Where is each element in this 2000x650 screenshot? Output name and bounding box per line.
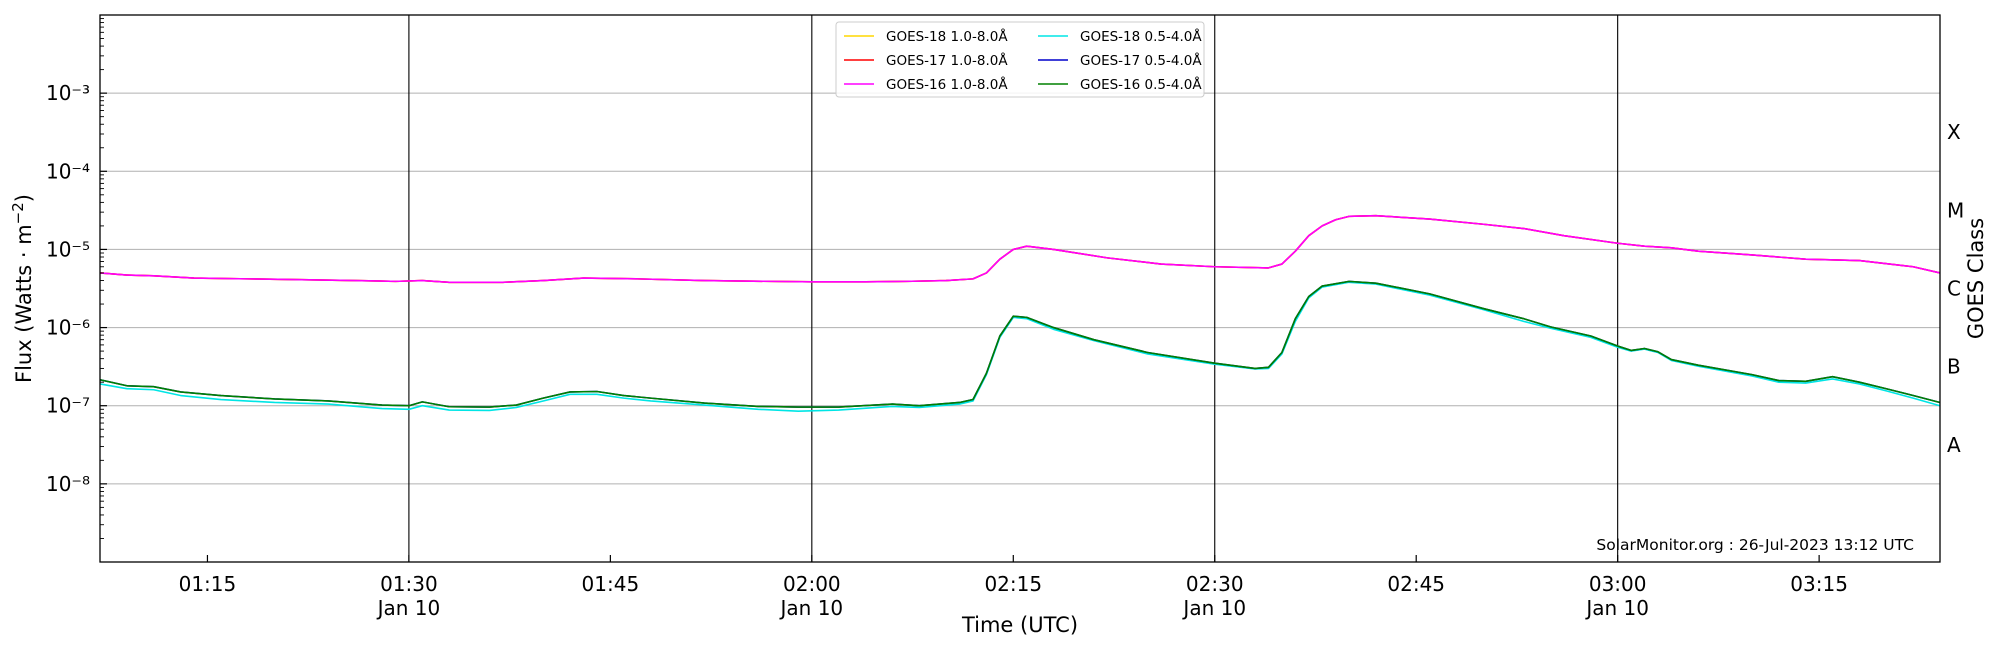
legend-label: GOES-17 0.5-4.0Å [1080, 52, 1202, 69]
series-line [99, 214, 1941, 284]
series-line [99, 281, 1941, 413]
goes-class-label: M [1947, 198, 1964, 222]
y-tick-label: 10⁻⁸ [46, 472, 90, 496]
x-axis-title: Time (UTC) [961, 613, 1078, 637]
x-tick-label: 02:00 [783, 572, 841, 596]
y-axis-title: Flux (Watts · m−2) [9, 194, 36, 383]
y-tick-label: 10⁻³ [46, 81, 90, 105]
legend-box [835, 21, 1205, 98]
x-tick-label: 03:15 [1790, 572, 1848, 596]
x-tick-date-label: Jan 10 [779, 596, 844, 620]
legend-label: GOES-18 1.0-8.0Å [886, 28, 1008, 45]
legend: GOES-18 1.0-8.0Å GOES-18 0.5-4.0Å GOES-17 … [835, 21, 1205, 98]
y-tick-label: 10⁻⁶ [46, 316, 90, 340]
x-tick-date-label: Jan 10 [376, 596, 441, 620]
x-tick-label: 03:00 [1589, 572, 1647, 596]
y-tick-label: 10⁻⁷ [46, 394, 90, 418]
x-tick-date-label: Jan 10 [1181, 596, 1246, 620]
x-tick-label: 01:45 [582, 572, 640, 596]
flux-series [99, 214, 1941, 413]
legend-label: GOES-18 0.5-4.0Å [1080, 28, 1202, 45]
x-tick-date-label: Jan 10 [1584, 596, 1649, 620]
goes-class-label: B [1947, 355, 1961, 379]
legend-label: GOES-16 1.0-8.0Å [886, 76, 1008, 93]
grid-lines [100, 92, 1940, 485]
watermark-text: SolarMonitor.org : 26-Jul-2023 13:12 UTC [1596, 536, 1914, 554]
goes-class-label: C [1947, 277, 1961, 301]
plot-frame [99, 14, 1941, 563]
series-line [99, 280, 1941, 408]
x-tick-label: 01:30 [380, 572, 438, 596]
y-tick-label: 10⁻⁵ [46, 237, 90, 261]
x-tick-label: 02:45 [1387, 572, 1445, 596]
legend-label: GOES-17 1.0-8.0Å [886, 52, 1008, 69]
y-tick-label: 10⁻⁴ [46, 159, 90, 183]
goes-class-axis-title: GOES Class [1964, 218, 1988, 339]
x-tick-label: 02:30 [1186, 572, 1244, 596]
series-line [99, 280, 1941, 408]
x-tick-label: 02:15 [984, 572, 1042, 596]
goes-class-label: A [1947, 433, 1961, 457]
legend-label: GOES-16 0.5-4.0Å [1080, 76, 1202, 93]
x-tick-label: 01:15 [179, 572, 237, 596]
goes-class-label: X [1947, 120, 1961, 144]
day-marker-lines [408, 15, 1619, 562]
